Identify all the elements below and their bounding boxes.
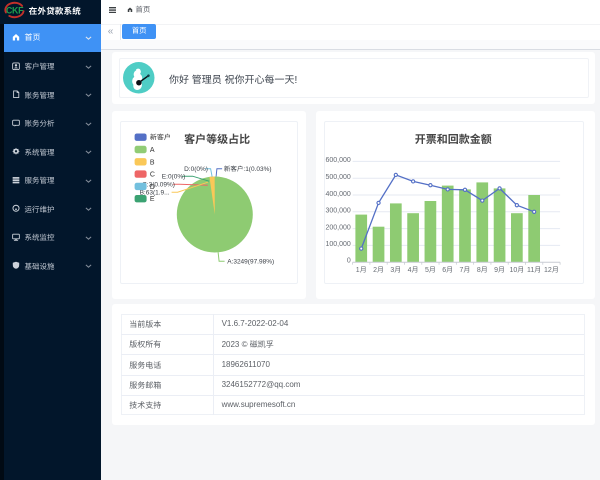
svg-text:600,000: 600,000 <box>325 157 350 164</box>
svg-text:CKF: CKF <box>6 6 24 16</box>
svg-text:B:63(1.9...: B:63(1.9... <box>140 190 170 197</box>
svg-text:4月: 4月 <box>408 266 419 274</box>
svg-text:E: E <box>150 196 155 203</box>
svg-text:100,000: 100,000 <box>325 241 350 248</box>
svg-text:3月: 3月 <box>390 266 401 274</box>
svg-text:C: C <box>150 172 155 179</box>
svg-text:新客户:1(0.03%): 新客户:1(0.03%) <box>224 165 272 173</box>
svg-text:D: D <box>150 184 155 191</box>
svg-text:300,000: 300,000 <box>325 208 350 215</box>
svg-text:新客户: 新客户 <box>150 134 171 142</box>
svg-text:8月: 8月 <box>477 266 488 274</box>
svg-text:A:3249(97.98%): A:3249(97.98%) <box>228 259 275 266</box>
svg-text:C:3(0.09%): C:3(0.09%) <box>142 182 175 189</box>
svg-text:2月: 2月 <box>373 266 384 274</box>
svg-text:5月: 5月 <box>425 266 436 274</box>
svg-text:400,000: 400,000 <box>325 191 350 198</box>
svg-text:B: B <box>150 160 155 167</box>
svg-text:500,000: 500,000 <box>325 174 350 181</box>
svg-text:0: 0 <box>347 258 351 265</box>
svg-text:12月: 12月 <box>544 266 559 274</box>
svg-text:D:0(0%): D:0(0%) <box>184 166 208 173</box>
svg-text:7月: 7月 <box>460 266 471 274</box>
svg-text:200,000: 200,000 <box>325 225 350 232</box>
svg-text:E:0(0%): E:0(0%) <box>162 174 185 181</box>
svg-text:11月: 11月 <box>527 266 541 274</box>
svg-text:A: A <box>150 147 155 154</box>
svg-text:1月: 1月 <box>356 266 367 274</box>
svg-text:10月: 10月 <box>509 266 524 274</box>
svg-text:9月: 9月 <box>494 266 505 274</box>
svg-text:6月: 6月 <box>442 266 453 274</box>
